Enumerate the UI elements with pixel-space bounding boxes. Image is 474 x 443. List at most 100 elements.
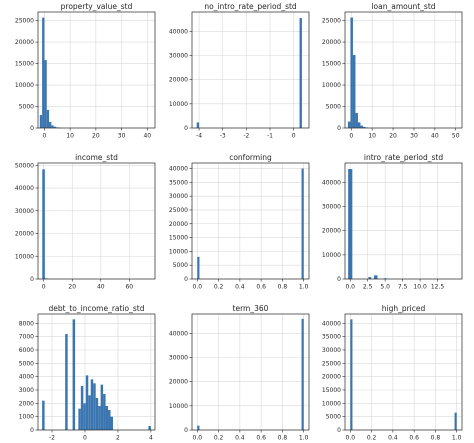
histogram-bar [95,398,99,430]
x-tick-label: -3 [220,133,226,140]
histogram-bar [347,121,351,128]
subplot-title: term_360 [233,304,269,313]
histogram-bar [301,168,304,279]
histogram-bar [105,406,109,430]
subplot-intro-rate-period-std: 0 10000 20000 30000 40000 0.0 2.5 5.0 7.5 10.0 12.… [322,153,463,291]
histogram-bar [383,278,387,279]
histogram-bar [299,18,302,129]
y-tick-label: 10000 [15,82,34,89]
x-tick-label: 2.5 [363,284,373,291]
x-tick-label: 20 [92,133,100,140]
plot-area [192,12,309,128]
y-tick-label: 0 [184,276,188,283]
x-tick-label: 0.0 [193,435,203,442]
x-tick-label: 5.0 [380,284,390,291]
histogram-bar [78,408,81,430]
plot-area [345,12,462,128]
histogram-bar [85,375,89,430]
axes-frame [37,11,156,129]
y-tick-label: 40000 [322,320,341,327]
y-tick-label: 25000 [169,207,188,214]
x-tick-label: 0.0 [345,284,355,291]
x-tick-label: 10 [368,133,376,140]
x-tick-label: 12.5 [431,284,445,291]
x-tick-label: 10.0 [413,284,427,291]
histogram-bar [373,275,378,279]
y-tick-label: 20000 [322,228,341,235]
x-tick-label: 0.6 [256,435,266,442]
histogram-bar [110,416,113,430]
plot-area [192,314,309,430]
y-tick-label: 15000 [15,61,34,68]
histogram-bar [80,386,84,430]
y-tick-label: 7000 [19,334,34,341]
subplot-debt-to-income-ratio-std: 0 1000 2000 3000 4000 5000 6000 7000 8000 -2 0 2 4 de… [19,304,156,442]
histogram-bar [197,256,200,279]
y-tick-label: 5000 [19,104,34,111]
y-tick-label: 15000 [322,387,341,394]
y-tick-label: 40000 [169,166,188,173]
histogram-bar [83,403,86,430]
axes-frame [191,11,310,129]
histogram-bar [72,319,76,430]
x-tick-label: 4 [149,435,153,442]
y-tick-label: 5000 [173,262,188,269]
x-tick-label: 40 [431,133,439,140]
subplot-income-std: 0 10000 20000 30000 40000 50000 0 20 40 60 income_… [15,153,156,291]
x-tick-label: 60 [125,284,133,291]
x-tick-label: 0.6 [256,284,266,291]
subplot-title: intro_rate_period_std [364,153,444,162]
histogram-bar [355,112,358,128]
y-tick-label: 3000 [19,387,34,394]
y-tick-label: 0 [30,427,34,434]
histogram-bar [90,379,94,430]
y-tick-label: 30000 [322,204,341,211]
y-tick-label: 10000 [15,253,34,260]
histogram-bar [196,122,200,128]
histogram-bar [42,17,45,128]
histogram-bar [301,318,304,430]
histogram-bar [360,125,363,128]
y-tick-label: 40000 [322,179,341,186]
subplot-term-360: 0 10000 20000 30000 40000 0.0 0.2 0.4 0.6 0.8 1.0 t… [169,304,310,442]
y-tick-label: 0 [184,427,188,434]
y-tick-label: 10000 [169,403,188,410]
x-tick-label: -2 [243,133,249,140]
x-tick-label: 0.8 [278,284,288,291]
x-tick-label: -2 [49,435,55,442]
histogram-bar [100,384,104,430]
y-tick-label: 25000 [322,18,341,25]
subplot-title: high_priced [382,304,426,313]
x-tick-label: 0.2 [214,284,224,291]
subplot-title: no_intro_rate_period_std [204,2,297,11]
histogram-bar [357,122,361,128]
x-tick-label: 2 [116,435,120,442]
y-tick-label: 1000 [19,414,34,421]
y-tick-label: 15000 [322,61,341,68]
subplot-no-intro-rate-period-std: 0 10000 20000 30000 40000 -4 -3 -2 -1 0 no_intro_r… [169,2,310,140]
y-tick-label: 10000 [322,82,341,89]
y-tick-label: 10000 [322,400,341,407]
x-tick-label: 0 [292,133,296,140]
x-tick-label: 30 [118,133,126,140]
subplot-title: loan_amount_std [371,2,435,11]
x-tick-label: 0 [43,133,47,140]
subplot-conforming: 0 5000 10000 15000 20000 25000 30000 35000 40000… [169,153,310,291]
x-tick-label: 0 [349,133,353,140]
y-tick-label: 0 [30,125,34,132]
histogram-bar [368,277,372,279]
histogram-bar [53,126,56,128]
histogram-bar [98,406,101,430]
x-tick-label: 20 [389,133,397,140]
x-tick-label: 40 [143,133,151,140]
axes-frame [191,162,310,280]
subplot-property-value-std: 0 5000 10000 15000 20000 25000 0 10 20 30 40 proper… [15,2,156,140]
y-tick-label: 5000 [19,360,34,367]
axes-frame [37,313,156,431]
x-tick-label: 0.4 [388,435,398,442]
x-tick-label: 0.2 [214,435,224,442]
subplot-high-priced: 0 5000 10000 15000 20000 25000 30000 35000 40000… [322,304,463,442]
histogram-bar [42,169,45,279]
y-tick-label: 0 [184,125,188,132]
y-tick-label: 40000 [169,330,188,337]
